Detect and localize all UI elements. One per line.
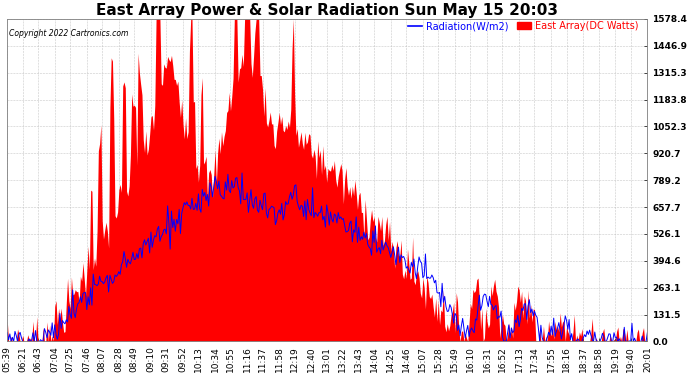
Legend: Radiation(W/m2), East Array(DC Watts): Radiation(W/m2), East Array(DC Watts): [404, 17, 642, 35]
Title: East Array Power & Solar Radiation Sun May 15 20:03: East Array Power & Solar Radiation Sun M…: [97, 3, 558, 18]
Text: Copyright 2022 Cartronics.com: Copyright 2022 Cartronics.com: [8, 28, 128, 38]
